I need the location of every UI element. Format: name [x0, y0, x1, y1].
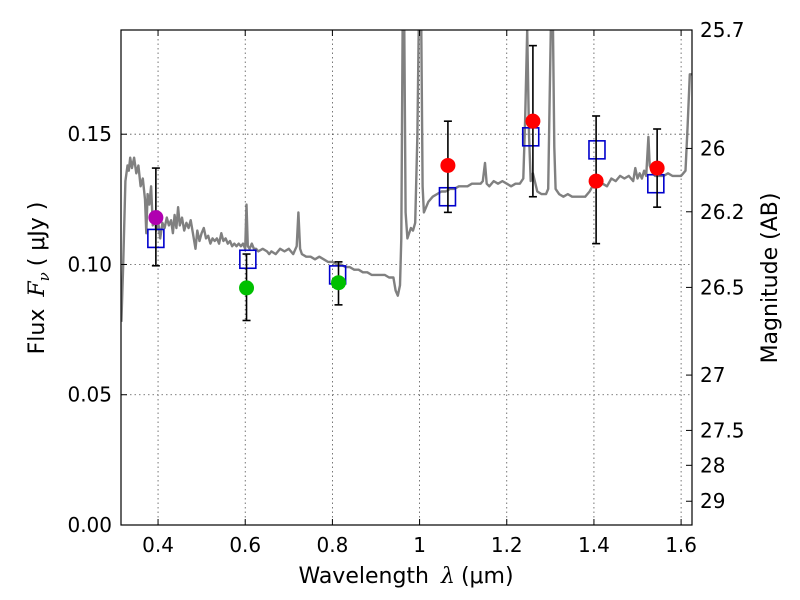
marker: [525, 113, 541, 129]
grid-lines: [121, 30, 692, 526]
x-tick-label: 0.4: [142, 533, 174, 557]
marker: [440, 157, 456, 173]
observed-point-red-band-4: [649, 128, 665, 208]
observed-point-red-band-3: [588, 115, 604, 245]
observed-point-green-band-2: [331, 261, 347, 306]
x-tick-label: 0.8: [316, 533, 348, 557]
marker: [588, 173, 604, 189]
x-tick-label: 1: [413, 533, 426, 557]
y-tick-label: 0.10: [67, 252, 112, 276]
y-axis-label: FluxFν( μJy ): [25, 202, 53, 355]
mag-tick-label: 27: [700, 363, 725, 387]
marker: [331, 275, 347, 291]
observed-point-red-band-1: [440, 120, 456, 214]
y-axis-ticks: 0.00 0.05 0.10 0.15: [67, 122, 127, 537]
model-point-7: [647, 173, 665, 194]
x-axis-label: Wavelength λ (μm): [298, 564, 513, 589]
observed-point-green-band-1: [239, 253, 255, 322]
mag-tick-label: 26: [700, 136, 725, 160]
plot-frame: [120, 29, 693, 526]
spectrum-line: [121, 30, 692, 322]
marker: [148, 210, 164, 226]
model-spectrum: [121, 30, 692, 322]
model-point-6: [588, 140, 606, 160]
magnitude-axis-label: Magnitude (AB): [758, 193, 783, 364]
mag-tick-label: 26.5: [700, 275, 745, 299]
magnitude-axis-ticks: 25.7 26 26.2 26.5 27 27.5 28 29: [686, 18, 745, 513]
y-tick-label: 0.00: [67, 513, 112, 537]
y-tick-label: 0.15: [67, 122, 112, 146]
marker: [649, 160, 665, 176]
observed-point-red-band-2: [525, 44, 541, 198]
mag-tick-label: 29: [700, 489, 725, 513]
y-tick-label: 0.05: [67, 383, 112, 407]
mag-tick-label: 26.2: [700, 200, 745, 224]
x-axis-ticks: 0.4 0.6 0.8 1 1.2 1.4 1.6: [142, 30, 697, 557]
x-tick-label: 1.6: [665, 533, 697, 557]
observed-photometry: [148, 44, 665, 322]
mag-tick-label: 28: [700, 453, 725, 477]
x-tick-label: 1.4: [578, 533, 610, 557]
marker: [239, 280, 255, 296]
mag-tick-label: 25.7: [700, 18, 745, 42]
model-point-2: [239, 249, 257, 270]
observed-point-violet-band: [148, 167, 164, 267]
x-tick-label: 1.2: [491, 533, 523, 557]
mag-tick-label: 27.5: [700, 418, 745, 442]
x-tick-label: 0.6: [229, 533, 261, 557]
